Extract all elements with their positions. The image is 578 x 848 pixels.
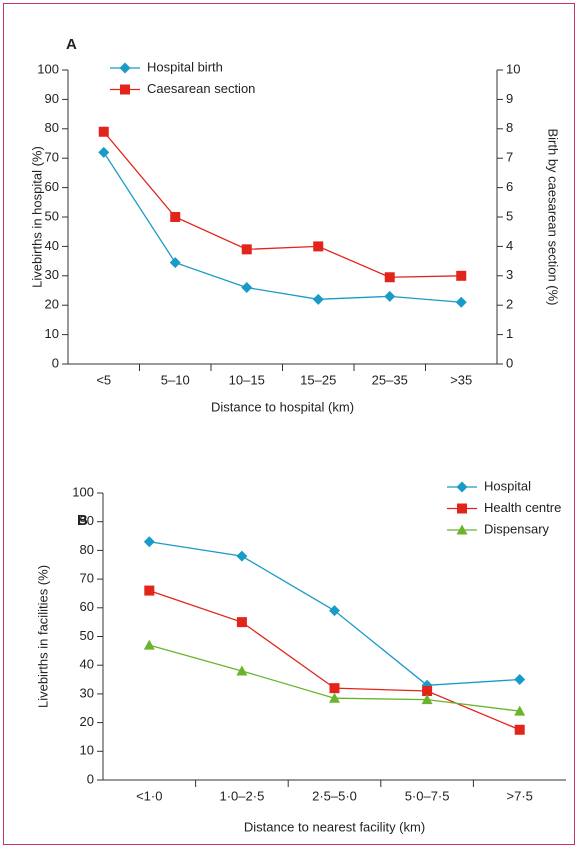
marker-diamond [456,481,468,493]
marker-square [457,503,467,514]
y-tick-label: 50 [45,208,59,223]
x-axis-label: Distance to nearest facility (km) [244,819,425,834]
y2-tick-label: 7 [506,150,513,165]
x-tick-label: 2·5–5·0 [312,788,357,803]
series-line [103,131,462,278]
x-tick-label: 5·0–7·5 [405,788,450,803]
x-tick-label: 5–10 [161,372,190,387]
marker-diamond [236,550,248,562]
marker-square [422,686,433,697]
marker-diamond [329,605,340,617]
marker-diamond [514,674,526,686]
y2-tick-label: 2 [506,297,513,312]
marker-square [456,270,467,281]
marker-triangle [329,692,340,703]
x-tick-label: 25–35 [372,372,408,387]
y-tick-label: 60 [80,599,94,614]
x-tick-label: >7·5 [507,788,533,803]
y2-tick-label: 3 [506,267,513,282]
y-tick-label: 90 [80,513,94,528]
y-tick-label: 80 [80,542,94,557]
y-tick-label: 40 [80,657,94,672]
y-tick-label: 10 [45,326,59,341]
marker-triangle [514,705,526,716]
y-axis-label: Livebirths in facilities (%) [35,565,50,708]
legend-label: Hospital [484,478,531,493]
marker-diamond [241,282,253,294]
y-tick-label: 100 [37,61,59,76]
x-tick-label: <1·0 [136,788,162,803]
x-tick-label: 10–15 [229,372,265,387]
marker-triangle [236,665,248,676]
y-tick-label: 70 [45,150,59,165]
y2-tick-label: 1 [506,326,513,341]
y-axis-label: Livebirths in hospital (%) [29,146,44,288]
y2-tick-label: 4 [506,238,513,253]
marker-diamond [455,296,467,308]
y2-tick-label: 10 [506,61,520,76]
marker-diamond [169,257,181,269]
marker-diamond [143,536,155,548]
legend-label: Dispensary [484,521,550,536]
marker-square [120,84,130,95]
marker-square [313,241,324,252]
frame [3,3,575,845]
x-tick-label: 15–25 [300,372,336,387]
marker-triangle [456,524,468,535]
y-tick-label: 20 [45,297,59,312]
y-tick-label: 0 [87,771,94,786]
y-tick-label: 30 [80,685,94,700]
y-tick-label: 30 [45,267,59,282]
y-tick-label: 20 [80,714,94,729]
marker-diamond [119,62,131,74]
x-tick-label: >35 [450,372,472,387]
legend-label: Caesarean section [147,81,255,96]
marker-diamond [312,293,324,305]
marker-diamond [98,146,110,158]
marker-square [170,212,181,222]
marker-square [236,617,247,628]
legend-label: Health centre [484,500,561,515]
y-tick-label: 80 [45,120,59,135]
y-tick-label: 100 [72,484,94,499]
marker-square [384,272,395,283]
marker-square [144,585,155,596]
marker-triangle [421,694,433,705]
y2-axis-label: Birth by caesarean section (%) [546,128,561,305]
panel-label: B [77,512,88,529]
y-tick-label: 60 [45,179,59,194]
x-tick-label: 1·0–2·5 [219,788,264,803]
series-line [103,151,462,303]
y2-tick-label: 9 [506,91,513,106]
marker-square [98,126,109,137]
y-tick-label: 40 [45,238,59,253]
legend-label: Hospital birth [147,59,223,74]
panel-label: A [66,36,77,53]
y-tick-label: 10 [80,743,94,758]
y-tick-label: 0 [52,355,59,370]
marker-square [329,683,340,694]
marker-square [241,244,252,255]
y2-tick-label: 0 [506,355,513,370]
marker-triangle [143,639,155,650]
x-tick-label: <5 [96,372,111,387]
y2-tick-label: 5 [506,208,513,223]
y2-tick-label: 6 [506,179,513,194]
marker-square [514,724,525,735]
y-tick-label: 50 [80,628,94,643]
x-axis-label: Distance to hospital (km) [211,399,354,414]
marker-diamond [384,290,396,302]
y-tick-label: 90 [45,91,59,106]
y-tick-label: 70 [80,571,94,586]
y2-tick-label: 8 [506,120,513,135]
